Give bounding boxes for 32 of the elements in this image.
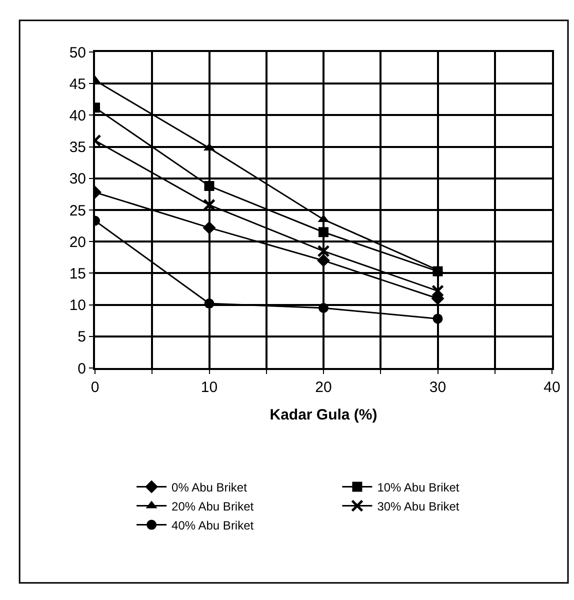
x-tick-label: 40 [544, 379, 560, 396]
point [317, 254, 330, 268]
y-tick-label: 35 [69, 139, 86, 156]
legend-label: 10% Abu Briket [377, 480, 460, 494]
point [432, 284, 444, 298]
x-tick-label: 10 [200, 379, 218, 396]
y-tick-label: 5 [78, 328, 86, 346]
y-tick-label: 45 [69, 76, 86, 93]
point [318, 227, 328, 238]
y-tick-label: 50 [69, 44, 86, 62]
x-tick-label: 0 [90, 379, 100, 396]
point [204, 298, 214, 309]
point [204, 180, 214, 191]
x-tick-label: 20 [315, 379, 332, 396]
point [317, 244, 330, 258]
point [432, 314, 443, 324]
legend-label: 20% Abu Briket [172, 499, 254, 514]
x-axis-title: Kadar Gula (%) [270, 406, 378, 424]
y-tick-label: 10 [69, 297, 86, 314]
legend-label: 0% Abu Briket [172, 480, 248, 494]
y-tick-label: 0 [78, 360, 86, 378]
y-tick-label: 20 [69, 234, 86, 251]
x-tick-label: 30 [429, 379, 446, 396]
legend-label: 30% Abu Briket [377, 499, 460, 514]
point [431, 292, 444, 305]
legend-label: 40% Abu Briket [172, 518, 254, 532]
y-tick-label: 30 [69, 170, 86, 188]
point [202, 221, 216, 234]
y-tick-label: 40 [69, 107, 86, 124]
y-tick-label: 15 [69, 265, 86, 282]
point [318, 302, 328, 313]
y-tick-label: 25 [69, 202, 86, 220]
